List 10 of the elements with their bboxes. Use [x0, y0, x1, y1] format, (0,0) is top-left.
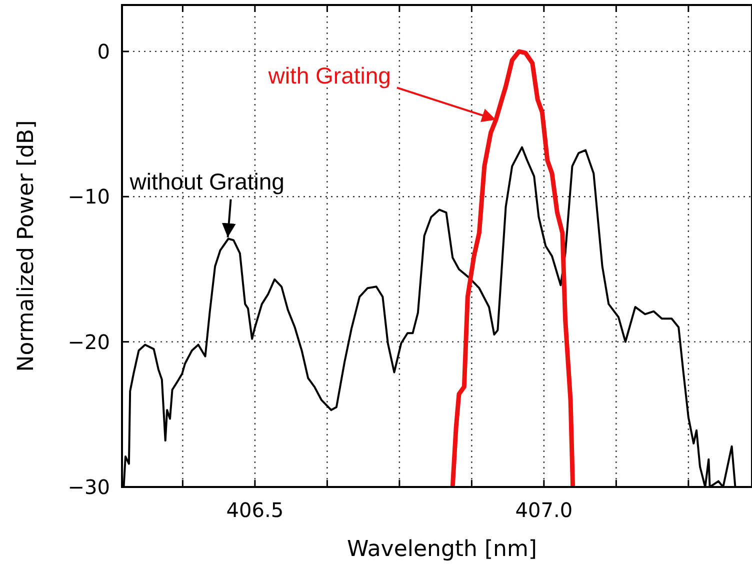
x-tick-label: 407.0 [515, 498, 573, 522]
annotation: with Grating [267, 62, 391, 89]
y-tick-label: 0 [97, 39, 110, 64]
y-tick-label: −30 [68, 475, 110, 499]
y-tick-label: −10 [68, 184, 110, 209]
annotation: without Grating [128, 168, 284, 194]
y-axis-title: Normalized Power [dB] [14, 120, 39, 372]
x-tick-label: 406.5 [226, 498, 284, 522]
x-axis-title: Wavelength [nm] [346, 537, 538, 562]
y-tick-label: −20 [68, 330, 110, 354]
